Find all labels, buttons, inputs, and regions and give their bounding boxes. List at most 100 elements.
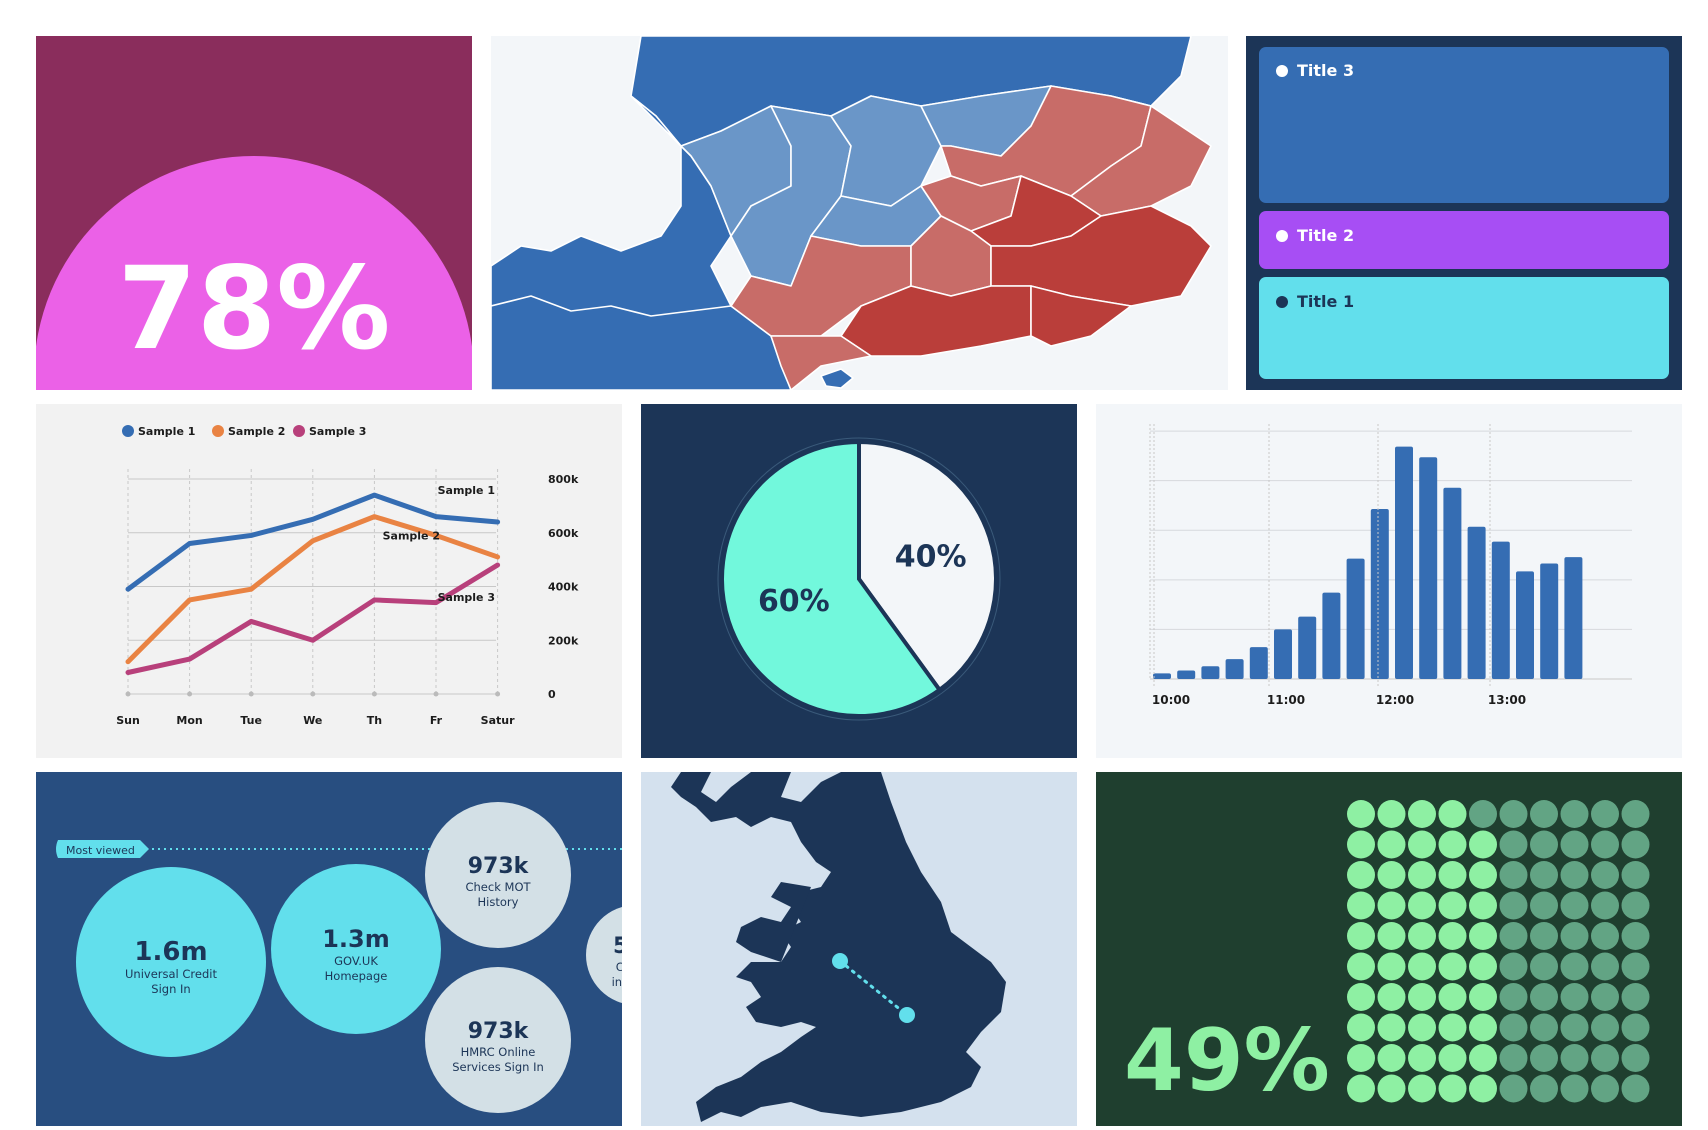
x-tick-marker	[371, 691, 377, 697]
waffle-cell	[1377, 1044, 1406, 1072]
region-south-west	[491, 295, 792, 390]
pie-chart-panel: 40% 60%	[641, 404, 1077, 758]
bar	[1443, 487, 1462, 679]
waffle-cell	[1408, 861, 1436, 889]
waffle-cell	[1499, 830, 1528, 859]
bar	[1201, 666, 1220, 679]
bullet-icon	[1276, 230, 1288, 242]
waffle-cell	[1499, 861, 1528, 889]
y-tick-label: 0	[548, 688, 556, 701]
waffle-cell	[1408, 952, 1436, 981]
stack-item-label: Title 3	[1297, 61, 1355, 80]
waffle-cell	[1469, 983, 1497, 1011]
waffle-cell	[1621, 800, 1650, 828]
stack-item-title1[interactable]: Title 1	[1259, 277, 1669, 379]
uk-map-panel	[641, 772, 1077, 1126]
england-south-choropleth-icon	[491, 36, 1212, 390]
wales-coast-detail	[736, 882, 811, 962]
waffle-cell	[1438, 983, 1467, 1011]
waffle-cell	[1377, 891, 1406, 920]
waffle-cell	[1560, 1013, 1589, 1042]
y-tick-label: 800k	[548, 473, 579, 486]
pie-chart: 40% 60%	[717, 437, 1001, 721]
waffle-cell	[1347, 922, 1375, 950]
waffle-percent-label: 49%	[1124, 1011, 1330, 1111]
waffle-cell	[1530, 800, 1558, 828]
waffle-cell	[1591, 830, 1619, 859]
bar	[1346, 558, 1365, 679]
bubble-label: Homepage	[325, 969, 388, 983]
x-tick-label: Mon	[176, 714, 202, 727]
pie-slice-1	[857, 439, 998, 693]
waffle-cell	[1347, 861, 1375, 889]
end-point-icon[interactable]	[899, 1007, 915, 1023]
bubble-label: Services Sign In	[452, 1060, 544, 1074]
waffle-cell	[1560, 983, 1589, 1011]
bar-chart-panel: 10:00 11:00 12:00 13:00	[1096, 404, 1682, 758]
bubble[interactable]	[425, 967, 571, 1113]
waffle-chart: 49%	[1124, 800, 1650, 1111]
waffle-cell	[1591, 1074, 1619, 1103]
region-map-panel	[491, 36, 1228, 390]
waffle-cell	[1347, 830, 1375, 859]
waffle-cell	[1377, 800, 1406, 828]
waffle-cell	[1530, 861, 1558, 889]
waffle-cell	[1408, 1074, 1436, 1103]
series-end-label: Sample 3	[438, 591, 495, 604]
legend-label: Sample 1	[138, 425, 195, 438]
bubble[interactable]	[76, 867, 266, 1057]
annotation-label: Most viewed	[66, 844, 135, 857]
waffle-cell	[1591, 891, 1619, 920]
waffle-cell	[1560, 830, 1589, 859]
legend-marker-icon	[212, 425, 224, 437]
waffle-cell	[1530, 1074, 1558, 1103]
bar	[1395, 446, 1413, 679]
waffle-cell	[1469, 800, 1497, 828]
bubble[interactable]	[425, 802, 571, 948]
waffle-cell	[1621, 891, 1650, 920]
waffle-cell	[1560, 891, 1589, 920]
waffle-cell	[1530, 922, 1558, 950]
x-tick-marker	[310, 691, 316, 697]
waffle-cell	[1621, 922, 1650, 950]
waffle-cell	[1499, 800, 1528, 828]
x-tick-label: Th	[367, 714, 382, 727]
bubble-label: Sign In	[151, 982, 190, 996]
bar	[1516, 571, 1534, 679]
bubble[interactable]	[271, 864, 441, 1034]
bar	[1467, 526, 1486, 679]
waffle-cell	[1560, 861, 1589, 889]
stack-item-title3[interactable]: Title 3	[1259, 47, 1669, 203]
waffle-cell	[1347, 952, 1375, 981]
waffle-cell	[1438, 1074, 1467, 1103]
stack-panel: Title 3 Title 2 Title 1	[1246, 36, 1682, 390]
waffle-cell	[1408, 891, 1436, 920]
series-line-3	[125, 562, 501, 675]
region-east-sussex	[1030, 285, 1132, 347]
waffle-cell	[1469, 861, 1497, 889]
x-tick-label: 11:00	[1267, 693, 1305, 707]
pie-outline-ring	[717, 437, 1001, 721]
bubble[interactable]	[586, 905, 622, 1005]
bar	[1225, 659, 1244, 679]
waffle-cell	[1438, 1013, 1467, 1042]
waffle-cell	[1621, 1013, 1650, 1042]
bubble-label: GOV.UK	[334, 954, 378, 968]
bubble-label: Check MOT	[465, 880, 531, 894]
waffle-cell	[1377, 983, 1406, 1011]
waffle-cell	[1499, 922, 1528, 950]
legend-label: Sample 3	[309, 425, 366, 438]
x-tick-marker	[433, 691, 439, 697]
x-tick-label: We	[303, 714, 322, 727]
stack-item-label: Title 1	[1297, 292, 1355, 311]
start-point-icon[interactable]	[832, 953, 848, 969]
stack-item-label: Title 2	[1297, 226, 1355, 245]
waffle-cell	[1499, 1074, 1528, 1103]
bullet-icon	[1276, 65, 1288, 77]
waffle-cell	[1591, 952, 1619, 981]
percent-semicircle	[36, 156, 472, 390]
waffle-cell	[1530, 1013, 1558, 1042]
waffle-cell	[1560, 800, 1589, 828]
waffle-cell	[1499, 1013, 1528, 1042]
stack-item-title2[interactable]: Title 2	[1259, 211, 1669, 269]
